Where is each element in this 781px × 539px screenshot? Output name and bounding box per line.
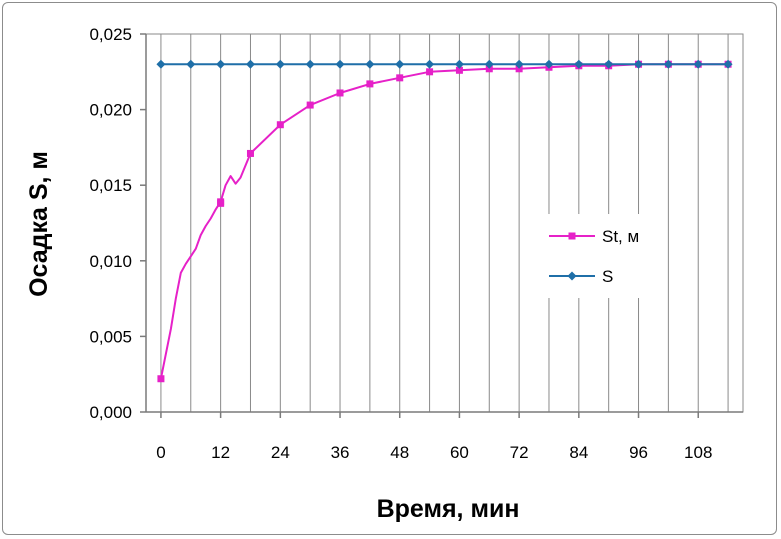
data-point bbox=[515, 65, 523, 73]
y-tick-label: 0,020 bbox=[89, 101, 132, 120]
data-point bbox=[454, 59, 464, 69]
data-point bbox=[395, 59, 405, 69]
legend-marker bbox=[567, 271, 577, 281]
data-point bbox=[396, 74, 404, 82]
y-tick-label: 0,010 bbox=[89, 252, 132, 271]
data-point bbox=[544, 59, 554, 69]
data-point bbox=[723, 59, 733, 69]
x-tick-label: 60 bbox=[450, 443, 469, 462]
data-point bbox=[425, 59, 435, 69]
data-point bbox=[366, 80, 374, 88]
axes bbox=[140, 33, 744, 418]
data-point bbox=[217, 199, 225, 207]
data-point bbox=[634, 59, 644, 69]
data-point bbox=[426, 68, 434, 76]
legend: St, м S bbox=[531, 214, 657, 298]
series-layer bbox=[156, 59, 733, 383]
data-point bbox=[245, 59, 255, 69]
series-s bbox=[156, 59, 733, 69]
data-point bbox=[574, 59, 584, 69]
data-point bbox=[604, 59, 614, 69]
data-point bbox=[663, 59, 673, 69]
x-tick-label: 0 bbox=[156, 443, 165, 462]
legend-label: S bbox=[602, 267, 613, 286]
legend-item: St, м bbox=[549, 227, 639, 246]
y-tick-label: 0,005 bbox=[89, 327, 132, 346]
legend-item: S bbox=[549, 267, 613, 286]
grid-lines bbox=[160, 34, 729, 412]
tick-labels: 0,000 0,005 0,010 0,015 0,020 0,025 0 12 24 36 48 6… bbox=[89, 25, 712, 462]
y-tick-label: 0,015 bbox=[89, 176, 132, 195]
x-tick-label: 108 bbox=[684, 443, 712, 462]
data-point bbox=[186, 59, 196, 69]
data-point bbox=[305, 59, 315, 69]
legend-label: St, м bbox=[602, 227, 639, 246]
data-point bbox=[275, 59, 285, 69]
data-point bbox=[335, 59, 345, 69]
data-point bbox=[455, 66, 463, 74]
legend-box bbox=[531, 214, 657, 298]
x-tick-label: 48 bbox=[390, 443, 409, 462]
legend-marker bbox=[568, 232, 576, 240]
x-axis-title: Время, мин bbox=[377, 495, 520, 523]
y-tick-label: 0,025 bbox=[89, 25, 132, 44]
y-tick-label: 0,000 bbox=[89, 403, 132, 422]
data-point bbox=[276, 121, 284, 129]
data-point bbox=[336, 89, 344, 97]
x-tick-label: 36 bbox=[331, 443, 350, 462]
x-tick-label: 96 bbox=[629, 443, 648, 462]
y-axis-title: Осадка S, м bbox=[25, 151, 53, 297]
x-tick-label: 84 bbox=[569, 443, 588, 462]
data-point bbox=[485, 65, 493, 73]
data-point bbox=[246, 149, 254, 157]
x-tick-label: 72 bbox=[510, 443, 529, 462]
data-point bbox=[484, 59, 494, 69]
x-tick-label: 12 bbox=[211, 443, 230, 462]
data-point bbox=[306, 101, 314, 109]
data-point bbox=[157, 375, 165, 383]
data-point bbox=[216, 59, 226, 69]
data-point bbox=[693, 59, 703, 69]
x-tick-label: 24 bbox=[271, 443, 290, 462]
data-point bbox=[156, 59, 166, 69]
data-point bbox=[514, 59, 524, 69]
data-point bbox=[365, 59, 375, 69]
